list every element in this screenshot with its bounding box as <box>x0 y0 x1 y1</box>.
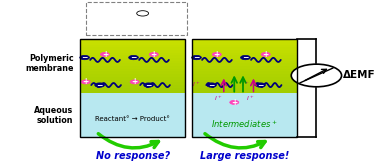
Circle shape <box>241 55 250 60</box>
Text: −: − <box>257 80 264 90</box>
Text: Aqueous
solution: Aqueous solution <box>34 106 74 125</box>
Text: $\mathit{I}^+$: $\mathit{I}^+$ <box>246 94 254 103</box>
Bar <box>80 45 185 47</box>
Bar <box>80 47 185 50</box>
Circle shape <box>207 83 216 87</box>
Text: $\mathit{I}^+$: $\mathit{I}^+$ <box>215 94 223 103</box>
Bar <box>80 61 185 63</box>
Circle shape <box>144 83 153 87</box>
Text: $= \mathrm{C_8H_{17}}$: $= \mathrm{C_8H_{17}}$ <box>115 9 141 18</box>
Text: −: − <box>106 9 112 18</box>
Bar <box>192 53 297 55</box>
Text: $\mathbf{= Na^+}$: $\mathbf{= Na^+}$ <box>106 23 129 32</box>
Text: −: − <box>242 53 248 62</box>
Bar <box>80 85 185 88</box>
Text: Reactant° → Product°: Reactant° → Product° <box>95 116 170 122</box>
Text: +: + <box>214 50 220 59</box>
Bar <box>80 88 185 90</box>
Text: $\mathrm{SO_3^-}$: $\mathrm{SO_3^-}$ <box>136 5 149 15</box>
Text: +: + <box>231 98 238 107</box>
Bar <box>192 55 297 58</box>
Text: +: + <box>83 77 89 86</box>
Bar <box>80 66 185 69</box>
Bar <box>192 50 297 53</box>
Text: ΔEMF: ΔEMF <box>343 71 376 80</box>
Circle shape <box>104 11 113 15</box>
Text: +: + <box>132 77 138 86</box>
Bar <box>80 39 185 42</box>
Text: Polymeric
membrane: Polymeric membrane <box>25 54 74 73</box>
Circle shape <box>137 11 149 16</box>
Text: −: − <box>130 53 137 62</box>
Circle shape <box>291 64 342 87</box>
Bar <box>192 82 297 85</box>
Bar <box>192 69 297 71</box>
Circle shape <box>230 100 239 104</box>
Bar <box>80 55 185 58</box>
Bar <box>192 71 297 74</box>
Bar <box>80 69 185 71</box>
Bar <box>192 77 297 80</box>
Bar <box>192 74 297 77</box>
Bar <box>192 85 297 88</box>
Bar <box>80 50 185 53</box>
Bar <box>80 77 185 80</box>
Bar <box>80 58 185 61</box>
Circle shape <box>212 52 221 57</box>
Text: −: − <box>81 53 88 62</box>
Text: −: − <box>193 53 200 62</box>
Bar <box>192 39 297 137</box>
Bar <box>80 74 185 77</box>
Bar <box>80 71 185 74</box>
Text: −: − <box>208 80 215 90</box>
Text: +: + <box>96 23 102 32</box>
Bar <box>192 58 297 61</box>
Circle shape <box>129 55 138 60</box>
Circle shape <box>130 80 139 84</box>
Text: +: + <box>263 50 269 59</box>
Text: $\mathit{I}^+$: $\mathit{I}^+$ <box>192 80 200 89</box>
Circle shape <box>80 55 89 60</box>
Text: Large response!: Large response! <box>200 151 290 161</box>
Bar <box>80 82 185 85</box>
Bar <box>80 63 185 66</box>
Bar <box>192 93 297 137</box>
Text: $\mathit{Intermediates}^+$: $\mathit{Intermediates}^+$ <box>211 118 278 130</box>
Text: No response?: No response? <box>96 151 170 161</box>
Bar <box>80 80 185 82</box>
Bar <box>192 80 297 82</box>
Bar <box>192 42 297 45</box>
Circle shape <box>81 80 90 84</box>
Bar <box>192 39 297 42</box>
Circle shape <box>261 52 270 57</box>
Text: −: − <box>146 80 152 90</box>
Circle shape <box>149 52 158 57</box>
Circle shape <box>100 52 109 57</box>
Circle shape <box>192 55 201 60</box>
Bar <box>192 61 297 63</box>
Bar <box>192 90 297 93</box>
Bar <box>80 39 185 137</box>
Bar <box>80 42 185 45</box>
Bar <box>192 47 297 50</box>
Bar <box>192 66 297 69</box>
Bar <box>192 63 297 66</box>
Bar <box>192 88 297 90</box>
Text: $\mathrm{C_8H_{17}}$: $\mathrm{C_8H_{17}}$ <box>150 9 169 18</box>
Text: +: + <box>151 50 157 59</box>
FancyBboxPatch shape <box>86 2 187 35</box>
Bar <box>192 45 297 47</box>
Circle shape <box>95 83 104 87</box>
Circle shape <box>94 25 104 30</box>
Text: +: + <box>102 50 108 59</box>
Circle shape <box>256 83 265 87</box>
Bar <box>80 53 185 55</box>
Text: $\mathit{I}^+$: $\mathit{I}^+$ <box>241 80 249 89</box>
Bar <box>80 93 185 137</box>
Text: −: − <box>97 80 103 90</box>
Bar <box>80 90 185 93</box>
